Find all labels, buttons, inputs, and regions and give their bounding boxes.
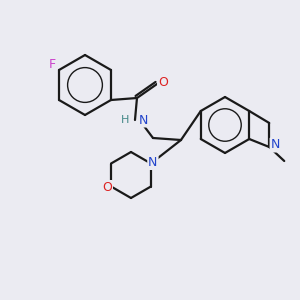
Text: N: N bbox=[148, 156, 158, 169]
Text: O: O bbox=[102, 181, 112, 194]
Text: N: N bbox=[138, 113, 148, 127]
Text: O: O bbox=[158, 76, 168, 88]
Text: H: H bbox=[121, 115, 129, 125]
Text: F: F bbox=[49, 58, 56, 71]
Text: N: N bbox=[271, 139, 280, 152]
